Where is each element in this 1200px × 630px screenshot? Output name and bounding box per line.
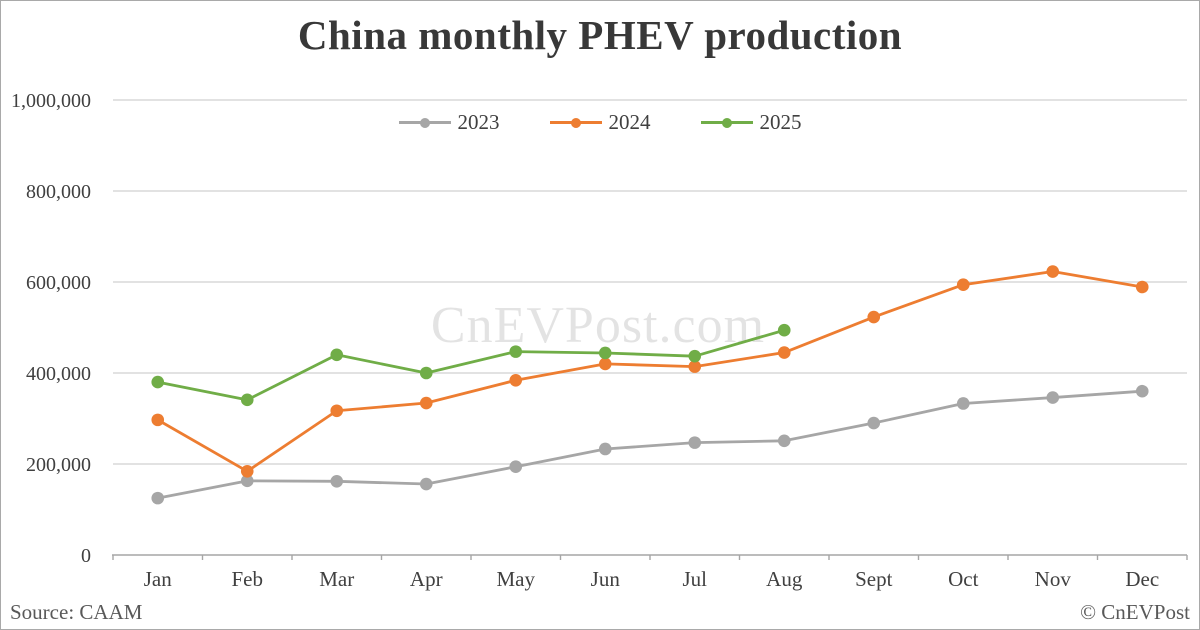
data-point-2024 [777, 346, 791, 359]
legend-marker-dot [721, 117, 732, 128]
data-point-2025 [330, 348, 344, 362]
data-point-2023 [867, 416, 881, 430]
data-point-2025 [151, 375, 165, 389]
x-tick-label: Jun [591, 567, 621, 591]
series-line-2025 [156, 328, 786, 402]
data-point-2024 [509, 373, 523, 387]
data-point-2025 [777, 323, 791, 337]
data-point-2023 [419, 477, 433, 491]
y-tick-label: 0 [81, 545, 91, 567]
x-tick-label: Sept [855, 567, 893, 591]
data-point-2025 [509, 345, 523, 358]
chart-legend: 2023 2024 2025 [1, 110, 1199, 135]
data-point-2024 [688, 360, 702, 373]
series-line-2024 [156, 270, 1144, 473]
y-tick-label: 200,000 [26, 454, 91, 476]
x-tick-label: Feb [232, 567, 264, 591]
data-point-2024 [867, 310, 881, 324]
x-tick-label: Oct [948, 567, 978, 591]
series-line-2023 [156, 389, 1144, 500]
data-point-2023 [330, 474, 344, 488]
x-tick-label: Jan [144, 567, 172, 591]
legend-label: 2023 [457, 110, 500, 134]
x-tick-label: Nov [1035, 567, 1072, 591]
x-tick-label: Mar [319, 567, 354, 591]
data-point-2024 [240, 464, 254, 478]
chart-footer: Source: CAAM © CnEVPost [10, 600, 1190, 625]
legend-label: 2025 [759, 110, 802, 134]
legend-line-sample [398, 117, 451, 128]
legend-line-sample [700, 117, 753, 128]
data-point-2023 [151, 491, 165, 505]
x-tick-label: Jul [682, 567, 707, 591]
data-point-2024 [330, 404, 344, 418]
data-point-2025 [419, 366, 433, 380]
data-point-2024 [956, 278, 970, 292]
copyright-note: © CnEVPost [1080, 600, 1190, 624]
data-point-2024 [419, 396, 433, 410]
y-tick-label: 400,000 [26, 363, 91, 385]
data-point-2023 [240, 474, 254, 488]
legend-label: 2024 [608, 110, 651, 134]
watermark-text: CnEVPost.com [431, 297, 765, 354]
y-tick-label: 800,000 [26, 181, 91, 203]
y-tick-label: 1,000,000 [11, 90, 91, 112]
data-point-2023 [1135, 384, 1149, 398]
data-point-2024 [1135, 280, 1149, 294]
data-point-2024 [598, 357, 612, 371]
legend-marker-dot [419, 117, 430, 128]
legend-item-2025: 2025 [700, 110, 802, 135]
x-tick-label: Aug [766, 567, 803, 591]
data-point-2023 [688, 436, 702, 449]
data-point-2025 [688, 349, 702, 363]
legend-marker-dot [570, 117, 581, 128]
chart-title: China monthly PHEV production [297, 12, 903, 58]
data-point-2024 [151, 413, 165, 427]
data-point-2025 [240, 393, 254, 407]
data-point-2023 [956, 397, 970, 410]
data-point-2023 [777, 434, 791, 448]
data-point-2024 [1046, 265, 1060, 278]
legend-item-2023: 2023 [398, 110, 500, 135]
legend-line-sample [549, 117, 602, 128]
x-tick-label: Apr [410, 567, 443, 591]
y-tick-label: 600,000 [26, 272, 91, 294]
x-tick-label: Dec [1125, 567, 1159, 591]
data-point-2025 [598, 346, 612, 360]
data-point-2023 [509, 460, 523, 474]
legend-item-2024: 2024 [549, 110, 651, 135]
data-point-2023 [598, 442, 612, 456]
data-point-2023 [1046, 391, 1060, 404]
x-tick-label: May [497, 567, 536, 591]
source-note: Source: CAAM [10, 600, 143, 624]
